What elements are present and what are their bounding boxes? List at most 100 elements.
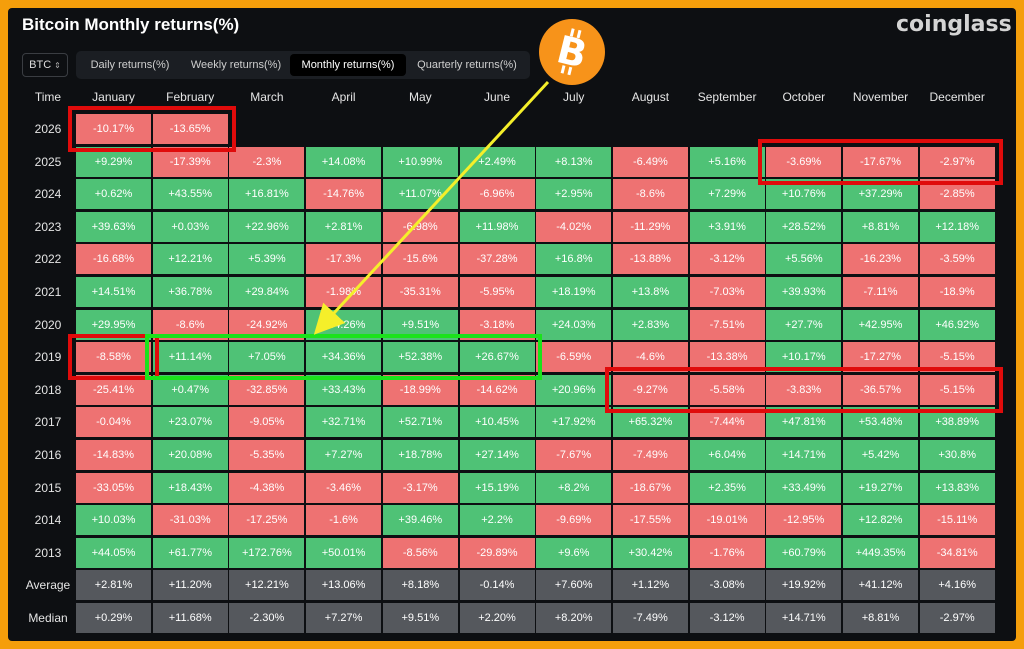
year-label: 2023 — [34, 219, 62, 234]
return-cell: -6.96% — [459, 179, 535, 210]
month-header: September — [697, 90, 757, 104]
return-cell: -18.9% — [919, 277, 995, 307]
return-cell: -14.83% — [76, 440, 151, 470]
return-cell: +43.55% — [152, 179, 228, 210]
return-cell: -7.03% — [689, 277, 765, 307]
summary-cell: +11.68% — [152, 603, 228, 633]
tab-weekly-returns[interactable]: Weekly returns(%) — [190, 59, 282, 71]
return-cell: +0.47% — [152, 374, 228, 405]
return-cell: +34.26% — [306, 309, 382, 340]
returns-tabs: Daily returns(%) Weekly returns(%) Month… — [76, 51, 530, 79]
return-cell: +33.43% — [306, 374, 382, 405]
return-cell: +18.43% — [152, 472, 228, 503]
return-cell: +0.03% — [152, 211, 228, 242]
return-cell: +11.14% — [152, 342, 228, 373]
summary-cell: +0.29% — [76, 603, 151, 633]
return-cell: -17.27% — [843, 342, 918, 373]
summary-cell: -2.30% — [229, 603, 305, 633]
chevron-updown-icon: ⇕ — [54, 60, 61, 70]
return-cell: +11.98% — [459, 211, 535, 242]
return-cell: -18.99% — [382, 374, 458, 405]
return-cell: +15.19% — [459, 472, 535, 503]
return-cell: -6.98% — [382, 211, 458, 242]
return-cell: +14.71% — [766, 440, 842, 470]
return-cell: +3.91% — [689, 211, 765, 242]
return-cell: +12.21% — [152, 244, 228, 275]
summary-cell: +19.92% — [766, 570, 842, 601]
return-cell: +20.96% — [536, 374, 612, 405]
return-cell: +37.29% — [843, 179, 918, 210]
return-cell: -8.6% — [612, 179, 688, 210]
summary-cell: +2.20% — [459, 603, 535, 633]
year-label: 2021 — [34, 285, 62, 299]
return-cell: -3.83% — [766, 374, 842, 405]
month-header: February — [166, 90, 215, 104]
bitcoin-logo-icon: B — [539, 19, 605, 85]
return-cell: -6.59% — [536, 342, 612, 373]
return-cell: -1.76% — [689, 537, 765, 568]
summary-cell: +4.16% — [919, 570, 995, 601]
return-cell: -14.76% — [306, 179, 382, 210]
return-cell: -32.85% — [229, 374, 305, 405]
return-cell: -2.3% — [229, 146, 305, 177]
tab-daily-returns[interactable]: Daily returns(%) — [90, 59, 170, 71]
return-cell: +2.49% — [459, 146, 535, 177]
return-cell: -12.95% — [766, 505, 842, 536]
return-cell: -1.98% — [306, 277, 382, 307]
return-cell: +5.42% — [843, 440, 918, 470]
return-cell: +50.01% — [306, 537, 382, 568]
year-label: 2026 — [34, 122, 62, 136]
return-cell: +7.29% — [689, 179, 765, 210]
year-label: 2019 — [34, 350, 62, 365]
year-label: 2015 — [34, 480, 62, 495]
return-cell: -6.49% — [612, 146, 688, 177]
return-cell: +8.81% — [843, 211, 918, 242]
return-cell: -8.56% — [382, 537, 458, 568]
return-cell: -5.95% — [459, 277, 535, 307]
year-label: 2017 — [34, 415, 62, 430]
return-cell: -5.35% — [229, 440, 305, 470]
return-cell: -7.67% — [536, 440, 612, 470]
return-cell: +5.16% — [689, 146, 765, 177]
summary-cell: -7.49% — [612, 603, 688, 633]
month-header: April — [331, 90, 356, 104]
return-cell: +172.76% — [229, 537, 305, 568]
return-cell: +24.03% — [536, 309, 612, 340]
tab-quarterly-returns[interactable]: Quarterly returns(%) — [417, 59, 517, 71]
return-cell: +47.81% — [766, 407, 842, 438]
return-cell: -13.65% — [152, 114, 228, 144]
month-header: January — [92, 90, 135, 104]
return-cell: +11.07% — [382, 179, 458, 210]
year-label: 2013 — [34, 545, 62, 560]
return-cell: +5.56% — [766, 244, 842, 275]
return-cell: -9.05% — [229, 407, 305, 438]
return-cell: -15.11% — [919, 505, 995, 536]
return-cell: -14.62% — [459, 374, 535, 405]
summary-cell: +8.20% — [536, 603, 612, 633]
return-cell: -7.51% — [689, 309, 765, 340]
return-cell: +13.83% — [919, 472, 995, 503]
return-cell: +10.17% — [766, 342, 842, 373]
return-cell: +38.89% — [919, 407, 995, 438]
tab-monthly-returns[interactable]: Monthly returns(%) — [290, 54, 406, 76]
return-cell: -0.04% — [76, 407, 151, 438]
return-cell: -24.92% — [229, 309, 305, 340]
return-cell: -3.12% — [689, 244, 765, 275]
return-cell: +44.05% — [76, 537, 151, 568]
return-cell: +19.27% — [843, 472, 918, 503]
month-header: July — [563, 90, 585, 104]
summary-label: Median — [28, 611, 68, 625]
return-cell: +6.04% — [689, 440, 765, 470]
summary-cell: -3.12% — [689, 603, 765, 633]
return-cell: -9.27% — [612, 374, 688, 405]
month-header: June — [483, 90, 511, 104]
return-cell: -17.55% — [612, 505, 688, 536]
return-cell: +449.35% — [843, 537, 918, 568]
return-cell: +10.45% — [459, 407, 535, 438]
coin-select[interactable]: BTC ⇕ — [22, 53, 68, 77]
return-cell: +16.8% — [536, 244, 612, 275]
return-cell: +29.95% — [76, 309, 151, 340]
summary-cell: +8.18% — [382, 570, 458, 601]
return-cell: +8.2% — [536, 472, 612, 503]
brand-logo: coinglass — [896, 12, 1012, 37]
